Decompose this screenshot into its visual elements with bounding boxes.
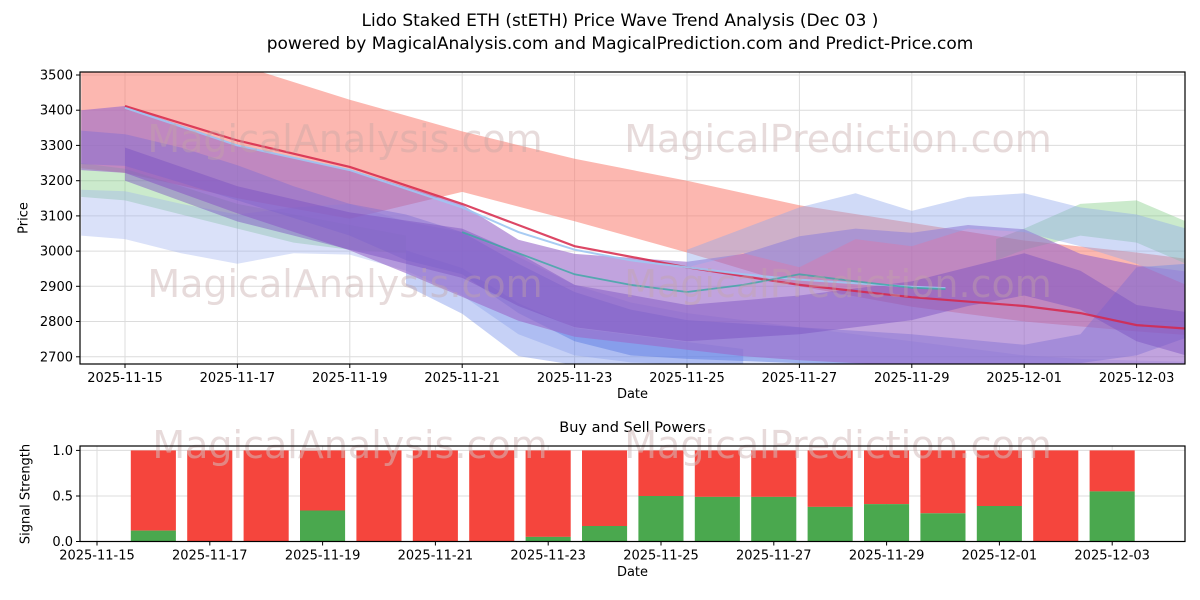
figure-subtitle: powered by MagicalAnalysis.com and Magic… xyxy=(266,34,974,54)
bar-sell-2025-12-01 xyxy=(976,450,1022,506)
watermark-prediction: MagicalPrediction.com xyxy=(624,423,1052,467)
watermark-prediction: MagicalPrediction.com xyxy=(624,262,1052,306)
bar-buy-2025-11-16 xyxy=(130,530,176,542)
watermark-analysis: MagicalAnalysis.com xyxy=(147,262,542,306)
x-tick-label: 2025-12-03 xyxy=(1099,371,1175,386)
band-green-band-right xyxy=(996,200,1185,264)
signal-chart-title: Buy and Sell Powers xyxy=(559,420,706,436)
line-teal-trend-line xyxy=(461,231,946,293)
signal-chart: MagicalAnalysis.com MagicalPrediction.com… xyxy=(52,423,1186,564)
x-tick-label: 2025-11-29 xyxy=(874,371,950,386)
x-tick-label: 2025-12-03 xyxy=(1074,549,1150,564)
bar-buy-2025-11-23 xyxy=(525,536,571,542)
bar-sell-2025-11-23 xyxy=(525,450,571,537)
bar-sell-2025-11-26 xyxy=(694,450,740,497)
x-tick-label: 2025-11-25 xyxy=(649,371,725,386)
figure-title: Lido Staked ETH (stETH) Price Wave Trend… xyxy=(361,11,879,31)
band-lightblue-band-right xyxy=(687,193,1185,285)
band-purple-core-band xyxy=(125,147,1185,356)
bar-sell-2025-11-18 xyxy=(243,450,289,542)
y-tick-label: 2900 xyxy=(40,280,73,295)
bar-sell-2025-11-20 xyxy=(356,450,402,542)
bar-buy-2025-11-30 xyxy=(920,513,966,542)
bar-sell-2025-12-03 xyxy=(1089,450,1135,492)
x-tick-label: 2025-11-21 xyxy=(398,549,474,564)
bar-buy-2025-11-29 xyxy=(864,504,910,542)
x-tick-label: 2025-11-15 xyxy=(59,549,135,564)
y-tick-label: 3200 xyxy=(40,174,73,189)
x-tick-label: 2025-11-29 xyxy=(849,549,925,564)
bar-sell-2025-11-19 xyxy=(300,450,346,511)
bar-sell-2025-11-22 xyxy=(469,450,515,542)
watermark-prediction: MagicalPrediction.com xyxy=(624,117,1052,161)
bar-buy-2025-11-28 xyxy=(807,506,853,542)
bar-sell-2025-11-30 xyxy=(920,450,966,514)
bar-buy-2025-11-24 xyxy=(582,526,628,542)
x-tick-label: 2025-12-01 xyxy=(986,371,1062,386)
x-tick-label: 2025-11-17 xyxy=(200,371,276,386)
x-tick-label: 2025-11-17 xyxy=(172,549,248,564)
band-purple-band xyxy=(81,106,1185,364)
y-tick-label: 3300 xyxy=(40,139,73,154)
y-tick-label: 1.0 xyxy=(52,444,73,459)
y-tick-label: 3100 xyxy=(40,209,73,224)
bar-sell-2025-11-27 xyxy=(751,450,797,497)
x-tick-label: 2025-11-23 xyxy=(510,549,586,564)
bar-sell-2025-11-28 xyxy=(807,450,853,507)
line-crimson-trend-line xyxy=(124,104,1185,330)
bar-buy-2025-11-26 xyxy=(694,496,740,542)
bar-sell-2025-11-17 xyxy=(187,450,233,542)
watermark-analysis: MagicalAnalysis.com xyxy=(147,117,542,161)
x-tick-label: 2025-11-15 xyxy=(87,371,163,386)
signal-chart-frame xyxy=(79,445,1186,543)
price-chart: MagicalAnalysis.com MagicalPrediction.com… xyxy=(40,69,1186,386)
x-tick-label: 2025-11-19 xyxy=(312,371,388,386)
bar-sell-2025-11-21 xyxy=(412,450,458,542)
x-tick-label: 2025-11-21 xyxy=(424,371,500,386)
x-tick-label: 2025-11-19 xyxy=(285,549,361,564)
y-tick-label: 2800 xyxy=(40,315,73,330)
y-tick-label: 3500 xyxy=(40,69,73,84)
bar-buy-2025-11-19 xyxy=(300,510,346,542)
bar-buy-2025-11-27 xyxy=(751,496,797,542)
bar-sell-2025-11-24 xyxy=(582,450,628,526)
price-chart-frame xyxy=(79,71,1186,365)
line-skyblue-trend-line xyxy=(124,106,946,290)
y-tick-label: 2700 xyxy=(40,350,73,365)
y-tick-label: 3000 xyxy=(40,245,73,260)
bar-buy-2025-11-25 xyxy=(638,496,684,542)
date-axis-label-bottom: Date xyxy=(616,565,649,580)
bar-sell-2025-11-29 xyxy=(864,450,910,505)
x-tick-label: 2025-12-01 xyxy=(962,549,1038,564)
date-axis-label-top: Date xyxy=(616,387,649,402)
y-tick-label: 3400 xyxy=(40,104,73,119)
bar-sell-2025-11-25 xyxy=(638,450,684,496)
bar-sell-2025-11-16 xyxy=(130,450,176,531)
x-tick-label: 2025-11-25 xyxy=(623,549,699,564)
bar-buy-2025-12-03 xyxy=(1089,491,1135,542)
y-tick-label: 0.0 xyxy=(52,535,73,550)
x-tick-label: 2025-11-27 xyxy=(736,549,812,564)
y-tick-label: 0.5 xyxy=(52,490,73,505)
watermark-analysis: MagicalAnalysis.com xyxy=(152,423,547,467)
x-tick-label: 2025-11-27 xyxy=(762,371,838,386)
bar-sell-2025-12-02 xyxy=(1033,450,1079,542)
x-tick-label: 2025-11-23 xyxy=(537,371,613,386)
bar-buy-2025-12-01 xyxy=(976,506,1022,542)
wave-bands xyxy=(81,72,1185,364)
